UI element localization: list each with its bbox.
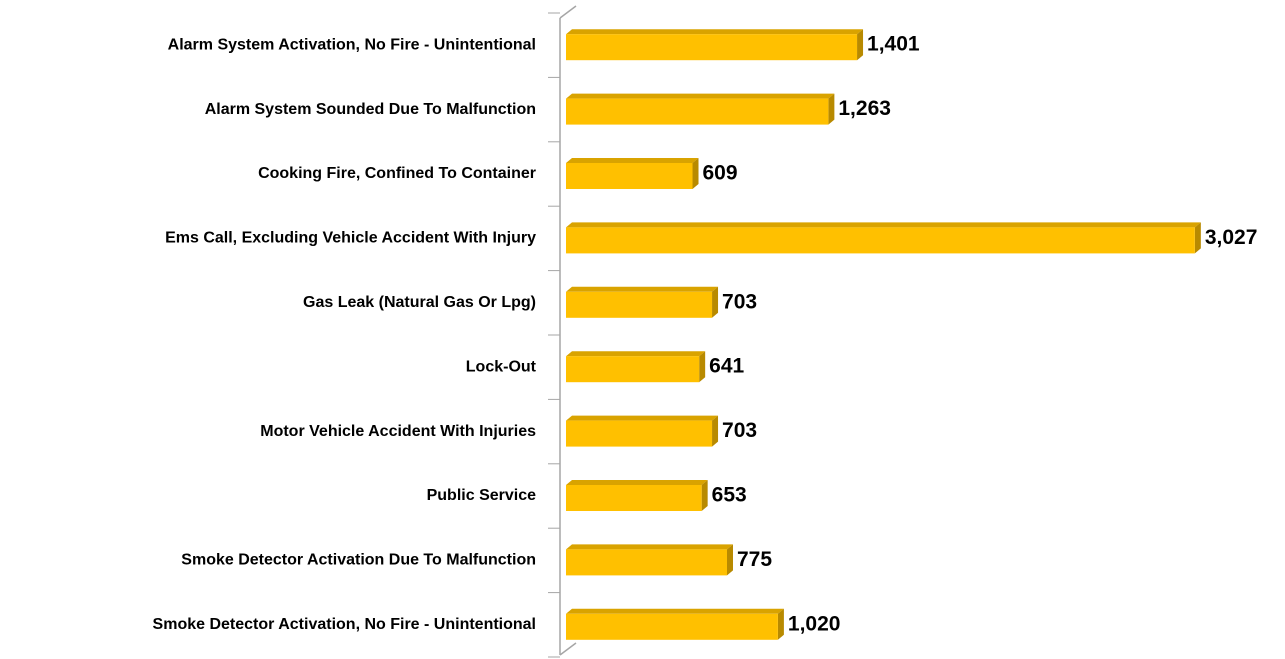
value-label: 775 bbox=[737, 548, 772, 571]
bar bbox=[566, 291, 713, 318]
bar bbox=[566, 163, 693, 189]
bar-side bbox=[701, 480, 708, 511]
value-label: 609 bbox=[703, 162, 738, 185]
bar-top bbox=[566, 351, 706, 357]
y-tick-label: Gas Leak (Natural Gas Or Lpg) bbox=[303, 294, 536, 311]
y-tick-label: Public Service bbox=[427, 487, 536, 504]
y-tick-label: Motor Vehicle Accident With Injuries bbox=[260, 423, 536, 440]
bar bbox=[566, 613, 778, 640]
bar bbox=[566, 485, 702, 511]
value-label: 1,263 bbox=[838, 97, 891, 120]
y-tick-label: Alarm System Sounded Due To Malfunction bbox=[205, 101, 536, 118]
bar-top bbox=[566, 608, 784, 614]
bar bbox=[566, 549, 727, 576]
bar bbox=[566, 356, 700, 383]
bar-top bbox=[566, 29, 864, 35]
bar-side bbox=[1194, 222, 1201, 254]
bar-side bbox=[692, 158, 699, 189]
bar-top bbox=[566, 544, 733, 550]
value-label: 641 bbox=[709, 355, 744, 378]
bar bbox=[566, 420, 713, 447]
bar-side bbox=[699, 351, 706, 383]
bar-side bbox=[712, 286, 719, 318]
y-tick-label: Ems Call, Excluding Vehicle Accident Wit… bbox=[165, 230, 536, 247]
bar bbox=[566, 98, 829, 125]
y-tick-label: Lock-Out bbox=[466, 358, 537, 375]
bar bbox=[566, 34, 858, 61]
bar-side bbox=[727, 544, 733, 576]
y-tick-label: Smoke Detector Activation, No Fire - Uni… bbox=[153, 616, 536, 633]
axis-bottom bbox=[559, 642, 577, 656]
bar-side bbox=[712, 415, 719, 447]
bar-top bbox=[566, 286, 719, 292]
value-label: 653 bbox=[712, 484, 747, 507]
y-tick-label: Alarm System Activation, No Fire - Unint… bbox=[168, 36, 536, 53]
value-label: 703 bbox=[722, 290, 757, 313]
bar-top bbox=[566, 415, 719, 421]
y-tick-label: Smoke Detector Activation Due To Malfunc… bbox=[181, 552, 536, 569]
bar-side bbox=[828, 93, 835, 125]
value-label: 3,027 bbox=[1205, 226, 1258, 249]
bar-top bbox=[566, 93, 835, 99]
bar-side bbox=[777, 608, 784, 640]
value-label: 703 bbox=[722, 419, 757, 442]
value-label: 1,020 bbox=[788, 612, 841, 635]
bar-side bbox=[857, 29, 864, 61]
axis-top bbox=[559, 5, 577, 19]
bar-top bbox=[566, 158, 699, 163]
value-label: 1,401 bbox=[867, 33, 920, 56]
bar bbox=[566, 227, 1195, 254]
bar-top bbox=[566, 222, 1201, 228]
bar-top bbox=[566, 480, 708, 485]
y-tick-label: Cooking Fire, Confined To Container bbox=[258, 165, 536, 182]
